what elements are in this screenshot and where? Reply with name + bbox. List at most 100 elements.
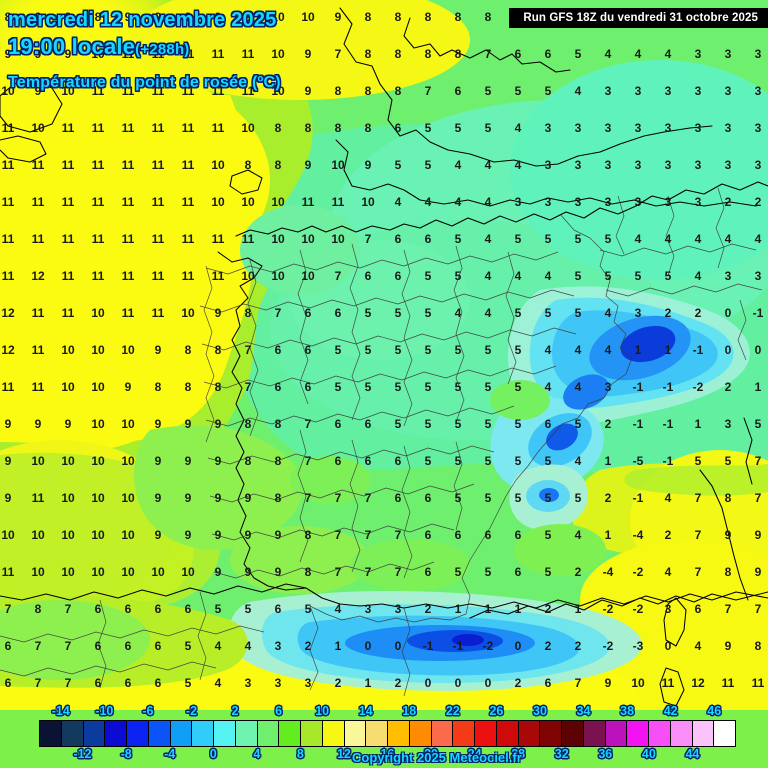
grid-value: 11 [1, 232, 15, 246]
color-swatch [61, 721, 84, 746]
grid-value: -1 [452, 639, 464, 653]
grid-value: 3 [604, 121, 612, 135]
grid-value: 3 [724, 121, 732, 135]
grid-value: 5 [544, 306, 552, 320]
grid-value: 11 [241, 232, 255, 246]
grid-value: 11 [91, 269, 105, 283]
grid-value: 4 [514, 158, 522, 172]
color-scale-tick: 32 [554, 747, 569, 761]
grid-value: 8 [274, 417, 282, 431]
grid-value: 4 [484, 158, 492, 172]
grid-value: 11 [121, 121, 135, 135]
grid-value: 12 [691, 676, 705, 690]
grid-value: 2 [394, 676, 402, 690]
grid-value: 0 [754, 343, 762, 357]
grid-value: 3 [604, 158, 612, 172]
grid-value: 9 [244, 528, 252, 542]
grid-value: 6 [484, 528, 492, 542]
grid-value: 3 [694, 121, 702, 135]
grid-value: 4 [694, 269, 702, 283]
grid-value: 0 [454, 676, 462, 690]
grid-value: 8 [424, 47, 432, 61]
grid-value: 6 [364, 269, 372, 283]
grid-value: 4 [604, 47, 612, 61]
grid-value: 9 [64, 417, 72, 431]
grid-value: 11 [61, 306, 75, 320]
grid-value: 4 [694, 639, 702, 653]
grid-value: 6 [154, 602, 162, 616]
grid-value: 9 [604, 676, 612, 690]
grid-value: 5 [454, 380, 462, 394]
color-swatch [83, 721, 106, 746]
grid-value: 5 [514, 343, 522, 357]
color-swatch [540, 721, 562, 746]
grid-value: 7 [754, 602, 762, 616]
grid-value: 5 [334, 343, 342, 357]
grid-value: 9 [4, 417, 12, 431]
grid-value: 4 [454, 195, 462, 209]
grid-value: 5 [454, 269, 462, 283]
grid-value: -1 [662, 417, 674, 431]
color-scale-tick: -4 [164, 747, 176, 761]
grid-value: 6 [394, 232, 402, 246]
grid-value: 7 [334, 528, 342, 542]
grid-value: 10 [121, 454, 135, 468]
grid-value: 7 [754, 454, 762, 468]
grid-value: 9 [724, 528, 732, 542]
grid-value: 9 [244, 565, 252, 579]
grid-value: 10 [301, 269, 315, 283]
grid-value: 3 [394, 602, 402, 616]
color-scale-tick: 44 [685, 747, 700, 761]
grid-value: 5 [454, 121, 462, 135]
grid-value: -3 [632, 639, 644, 653]
grid-value: 8 [394, 10, 402, 24]
grid-value: 5 [484, 454, 492, 468]
forecast-date: mercredi 12 novembre 2025 [8, 9, 277, 31]
grid-value: 2 [694, 306, 702, 320]
color-scale-bar[interactable] [39, 720, 736, 747]
grid-value: 2 [574, 639, 582, 653]
grid-value: 3 [724, 158, 732, 172]
grid-value: 11 [121, 84, 135, 98]
color-swatch [475, 721, 497, 746]
grid-value: 7 [694, 528, 702, 542]
grid-value: 10 [1, 528, 15, 542]
grid-value: 8 [244, 158, 252, 172]
grid-value: 8 [184, 380, 192, 394]
color-swatch [105, 721, 127, 746]
grid-value: 5 [544, 565, 552, 579]
grid-value: 6 [424, 528, 432, 542]
grid-value: 10 [211, 158, 225, 172]
grid-value: 10 [151, 565, 165, 579]
grid-value: -1 [422, 639, 434, 653]
grid-value: 10 [121, 417, 135, 431]
grid-value: 10 [91, 528, 105, 542]
grid-value: 1 [484, 602, 492, 616]
grid-value: 6 [184, 602, 192, 616]
grid-value: 3 [664, 158, 672, 172]
grid-value: 8 [334, 84, 342, 98]
grid-value: 0 [724, 343, 732, 357]
grid-value: 3 [634, 121, 642, 135]
grid-value: 9 [184, 454, 192, 468]
grid-value: 10 [121, 528, 135, 542]
grid-value: 6 [544, 47, 552, 61]
grid-value: -2 [602, 639, 614, 653]
grid-value-layer: 8888998991010988888877655433999101111111… [1, 10, 764, 690]
grid-value: 7 [424, 84, 432, 98]
grid-value: 6 [274, 602, 282, 616]
grid-value: 8 [94, 10, 102, 24]
grid-value: 8 [274, 121, 282, 135]
grid-value: 11 [211, 121, 225, 135]
color-scale-tick: 46 [707, 704, 722, 718]
grid-value: 5 [214, 602, 222, 616]
grid-value: 10 [91, 417, 105, 431]
grid-value: 6 [544, 417, 552, 431]
grid-value: 7 [304, 491, 312, 505]
grid-value: 9 [154, 528, 162, 542]
grid-value: 3 [664, 195, 672, 209]
weather-map[interactable]: 8888998991010988888877655433999101111111… [0, 0, 768, 710]
grid-value: 1 [604, 528, 612, 542]
color-swatch [431, 721, 454, 746]
grid-value: 3 [694, 47, 702, 61]
